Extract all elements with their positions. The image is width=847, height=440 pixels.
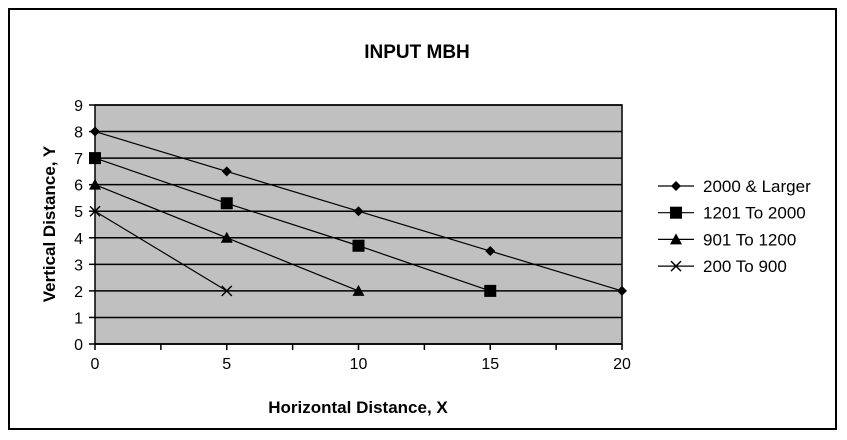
- y-axis-ticks: 0 1 2 3 4 5 6 7 8 9: [74, 98, 95, 354]
- legend-item: 2000 & Larger: [658, 177, 811, 196]
- legend-label: 200 To 900: [703, 257, 787, 276]
- marker-stroke: [89, 205, 101, 217]
- data-point: [220, 197, 233, 210]
- data-point: [352, 284, 365, 296]
- legend-item: 1201 To 2000: [658, 204, 806, 223]
- x-axis-title: Horizontal Distance, X: [268, 398, 448, 417]
- y-tick-label: 7: [74, 151, 83, 168]
- legend-label: 1201 To 2000: [703, 204, 806, 223]
- data-point: [352, 239, 365, 252]
- y-tick-label: 0: [74, 337, 83, 354]
- y-tick-label: 3: [74, 257, 83, 274]
- x-tick-label: 20: [613, 356, 631, 373]
- data-point: [220, 231, 233, 243]
- y-tick-label: 1: [74, 310, 83, 327]
- y-tick-label: 9: [74, 98, 83, 115]
- y-axis-title: Vertical Distance, Y: [40, 145, 59, 302]
- data-point: [90, 126, 100, 137]
- data-point: [89, 205, 101, 217]
- x-tick-label: 10: [350, 356, 368, 373]
- legend-label: 2000 & Larger: [703, 177, 811, 196]
- series-layer: [89, 126, 627, 297]
- chart-title: INPUT MBH: [364, 42, 470, 63]
- legend-marker: [671, 181, 681, 191]
- data-point: [89, 152, 101, 165]
- x-tick-label: 15: [481, 356, 499, 373]
- y-tick-label: 2: [74, 284, 83, 301]
- y-tick-label: 8: [74, 125, 83, 142]
- legend-item: 200 To 900: [658, 257, 787, 276]
- x-tick-label: 0: [91, 356, 100, 373]
- series-2: [89, 152, 497, 297]
- series-line: [94, 210, 228, 292]
- legend-label: 901 To 1200: [703, 230, 796, 249]
- series-line: [94, 157, 491, 292]
- marker-stroke: [670, 260, 682, 272]
- x-axis-ticks: 0 5 10 15 20: [91, 343, 631, 373]
- series-1: [90, 126, 627, 296]
- series-4: [89, 205, 233, 297]
- plot-area: [94, 104, 623, 345]
- x-tick-label: 5: [222, 356, 231, 373]
- legend-marker: [670, 260, 682, 272]
- data-point: [484, 284, 497, 297]
- marker-stroke: [221, 285, 233, 297]
- y-tick-label: 6: [74, 178, 83, 195]
- legend-item: 901 To 1200: [658, 230, 796, 249]
- data-point: [221, 166, 232, 177]
- legend-marker: [670, 233, 682, 245]
- data-point: [485, 246, 496, 257]
- series-3: [89, 178, 365, 296]
- data-point: [353, 206, 364, 217]
- data-point: [89, 178, 101, 190]
- data-point: [221, 285, 233, 297]
- y-tick-label: 5: [74, 204, 83, 221]
- legend-marker: [670, 206, 682, 219]
- legend: 2000 & Larger 1201 To 2000 901 To 1200 200 …: [658, 177, 811, 276]
- y-tick-label: 4: [74, 231, 83, 248]
- data-point: [617, 285, 627, 296]
